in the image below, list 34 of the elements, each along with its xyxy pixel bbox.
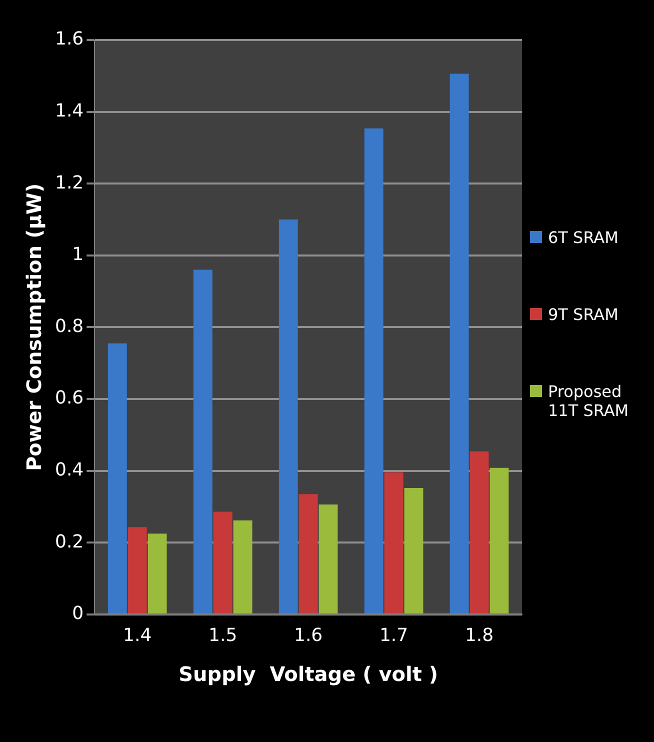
x-tick-label: 1.7 [379, 624, 408, 646]
bar [490, 468, 509, 614]
y-tick-label: 0.2 [54, 531, 84, 552]
x-axis-title: Supply Voltage ( volt ) [178, 662, 438, 686]
legend-label: 9T SRAM [548, 305, 618, 324]
bar [318, 504, 338, 614]
y-tick-label: 1.2 [54, 172, 84, 194]
y-tick-label: 0.4 [54, 459, 84, 480]
x-tick-label: 1.5 [208, 624, 238, 646]
bar [384, 472, 404, 614]
bar [364, 128, 384, 614]
bar [193, 270, 212, 614]
y-tick-label: 0.8 [54, 316, 84, 337]
legend-label: 6T SRAM [548, 228, 618, 247]
bar [278, 220, 298, 614]
bar [450, 74, 469, 614]
y-tick-label: 0.6 [54, 388, 84, 409]
bar [404, 488, 424, 614]
bar [470, 451, 489, 614]
bar [233, 520, 252, 614]
bar [213, 512, 232, 614]
y-tick-label: 1 [72, 244, 84, 266]
y-tick-label: 0 [72, 603, 84, 624]
bar [298, 494, 318, 614]
bar [148, 534, 167, 614]
x-tick-label: 1.4 [123, 624, 152, 646]
y-axis-title: Power Consumption (µW) [22, 183, 46, 472]
bar [108, 343, 127, 614]
legend-label: Proposed 11T SRAM [548, 382, 630, 420]
y-tick-label: 1.4 [54, 100, 84, 122]
x-tick-label: 1.8 [464, 624, 494, 646]
x-tick-label: 1.6 [294, 624, 323, 646]
y-tick-label: 1.6 [54, 28, 84, 50]
bar [128, 527, 147, 614]
